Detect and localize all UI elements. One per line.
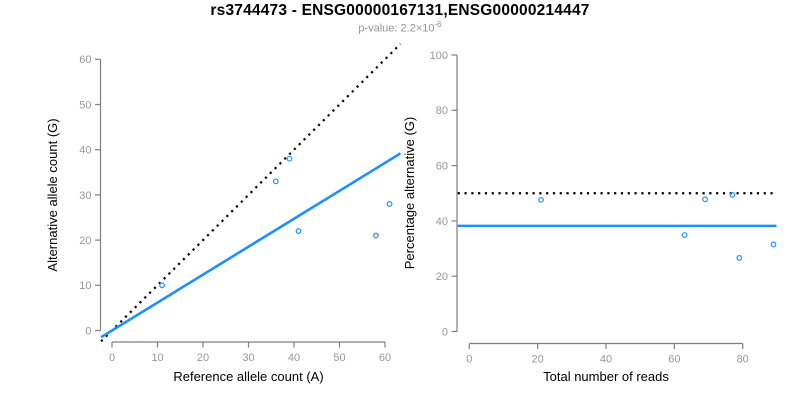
pvalue-prefix: p-value:: [358, 22, 401, 35]
data-point: [702, 196, 709, 203]
right-scatter-panel: 0 20 40 60 80 100 0 20 40 60 80 Total number of rea…: [402, 50, 777, 384]
x-tick-label: 20: [197, 352, 209, 364]
x-tick-label: 20: [532, 354, 544, 366]
pvalue-coefficient: 2.2: [400, 22, 416, 35]
data-point: [538, 196, 544, 203]
figure-title: rs3744473 - ENSG00000167131,ENSG00000214…: [210, 2, 590, 19]
data-point: [770, 241, 777, 248]
y-tick-label: 100: [430, 50, 448, 62]
x-tick-label: 40: [600, 354, 612, 366]
data-point: [272, 178, 279, 185]
y-tick-label: 50: [79, 99, 91, 111]
x-tick-label: 40: [288, 352, 300, 364]
x-tick-label: 50: [333, 352, 345, 364]
data-point: [386, 201, 393, 207]
x-tick-label: 60: [379, 352, 391, 364]
y-tick-label: 40: [436, 216, 448, 228]
figure-subtitle: p-value: 2.2×10-6: [0, 20, 800, 35]
data-point: [373, 232, 379, 239]
y-tick-label: 60: [436, 160, 448, 172]
y-tick-label: 0: [442, 326, 448, 338]
data-point: [736, 255, 743, 261]
data-point: [729, 192, 736, 198]
y-axis-title: Alternative allele count (G): [45, 118, 60, 271]
x-tick-label: 80: [737, 354, 749, 366]
y-tick-label: 60: [79, 54, 91, 66]
x-tick-label: 0: [109, 352, 115, 364]
x-axis-title: Total number of reads: [543, 369, 669, 384]
y-tick-label: 30: [79, 190, 91, 202]
y-axis-title: Percentage alternative (G): [402, 117, 417, 269]
y-tick-label: 0: [85, 325, 91, 337]
left-scatter-panel: 0 10 20 30 40 50 60 0 10 20 30 40 50 60 Reference alle…: [45, 43, 402, 384]
y-tick-label: 40: [79, 145, 91, 157]
fit-line: [100, 152, 402, 339]
x-axis-title: Reference allele count (A): [173, 369, 323, 384]
identity-line: [100, 43, 402, 343]
x-tick-label: 60: [668, 354, 680, 366]
y-tick-label: 20: [436, 271, 448, 283]
y-tick-label: 80: [436, 105, 448, 117]
y-tick-label: 10: [79, 280, 91, 292]
data-point: [295, 228, 302, 234]
x-tick-label: 30: [242, 352, 254, 364]
pvalue-base: ×10: [415, 22, 435, 35]
data-point: [286, 155, 293, 162]
x-tick-label: 0: [466, 354, 472, 366]
y-tick-label: 20: [79, 235, 91, 247]
pvalue-exponent: -6: [434, 20, 442, 29]
x-tick-label: 10: [151, 352, 163, 364]
data-point: [159, 282, 165, 289]
data-point: [681, 232, 688, 238]
